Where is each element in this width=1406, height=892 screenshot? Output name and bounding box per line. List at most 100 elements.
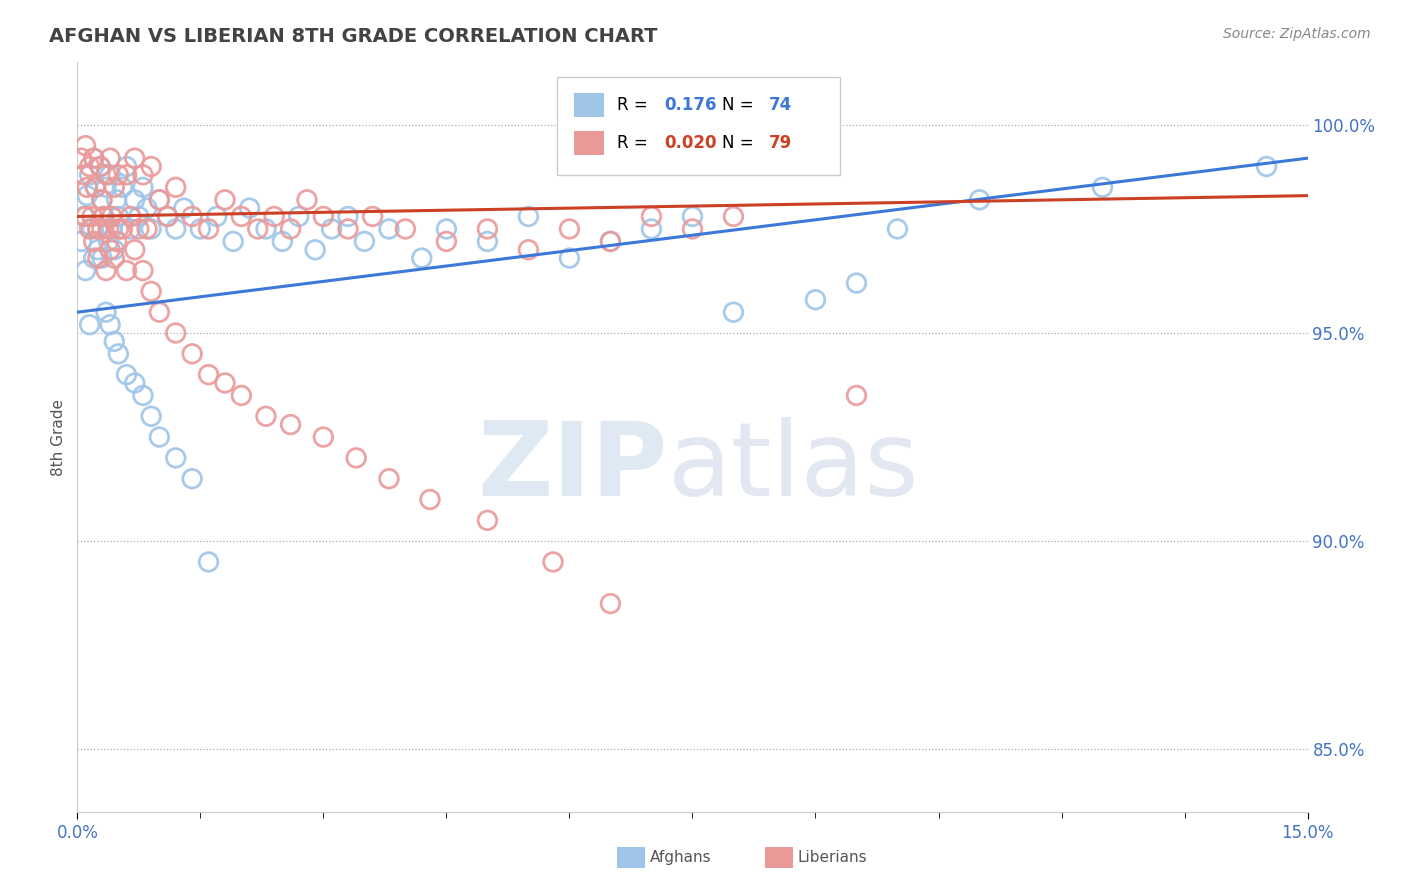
Point xyxy=(98,243,121,257)
Point xyxy=(271,235,294,249)
Point xyxy=(79,168,101,182)
Point xyxy=(723,305,745,319)
Point xyxy=(312,210,335,224)
Point xyxy=(804,293,827,307)
FancyBboxPatch shape xyxy=(575,93,605,117)
Point xyxy=(148,305,170,319)
Point xyxy=(188,222,212,236)
Point xyxy=(83,151,105,165)
Text: R =: R = xyxy=(617,134,654,152)
Point xyxy=(105,193,128,207)
Point xyxy=(120,210,142,224)
Point xyxy=(246,222,269,236)
Text: Liberians: Liberians xyxy=(797,850,868,864)
Text: 79: 79 xyxy=(769,134,792,152)
Point xyxy=(75,263,97,277)
Point xyxy=(97,222,120,236)
Point xyxy=(82,222,104,236)
Point xyxy=(84,180,107,194)
Point xyxy=(87,251,110,265)
Point xyxy=(517,210,540,224)
Point xyxy=(288,210,311,224)
Text: N =: N = xyxy=(723,134,759,152)
Point xyxy=(93,210,115,224)
Point xyxy=(599,235,621,249)
Point xyxy=(353,235,375,249)
Point xyxy=(136,222,159,236)
Point xyxy=(845,388,868,402)
Point xyxy=(214,376,236,390)
Point xyxy=(558,251,581,265)
Point xyxy=(156,210,179,224)
Point xyxy=(378,472,401,486)
FancyBboxPatch shape xyxy=(557,78,841,175)
Point xyxy=(70,235,93,249)
Point xyxy=(477,235,499,249)
Point xyxy=(132,168,155,182)
Text: atlas: atlas xyxy=(668,417,920,517)
Point xyxy=(90,193,114,207)
Point xyxy=(124,151,146,165)
Point xyxy=(344,450,367,465)
Point xyxy=(541,555,564,569)
Point xyxy=(640,222,662,236)
Point xyxy=(98,318,121,332)
Point xyxy=(517,243,540,257)
Point xyxy=(124,193,146,207)
Point xyxy=(120,222,142,236)
Text: AFGHAN VS LIBERIAN 8TH GRADE CORRELATION CHART: AFGHAN VS LIBERIAN 8TH GRADE CORRELATION… xyxy=(49,27,658,45)
Point xyxy=(222,235,245,249)
Point xyxy=(173,201,195,215)
Point xyxy=(107,168,129,182)
Point xyxy=(111,222,134,236)
Point xyxy=(378,222,401,236)
Point xyxy=(79,318,101,332)
Point xyxy=(103,243,125,257)
Point xyxy=(89,160,111,174)
Point xyxy=(254,409,277,424)
Point xyxy=(304,243,326,257)
Point xyxy=(105,235,128,249)
Point xyxy=(165,222,187,236)
Point xyxy=(124,376,146,390)
Point xyxy=(1091,180,1114,194)
Point xyxy=(845,276,868,290)
Text: 0.176: 0.176 xyxy=(664,96,717,114)
Point xyxy=(411,251,433,265)
Point xyxy=(239,201,262,215)
Point xyxy=(558,222,581,236)
Point xyxy=(103,251,125,265)
Point xyxy=(90,222,114,236)
Point xyxy=(231,210,253,224)
Point xyxy=(599,597,621,611)
Point xyxy=(165,450,187,465)
Point xyxy=(136,201,159,215)
Point xyxy=(103,180,125,194)
Point xyxy=(103,334,125,349)
Point xyxy=(132,388,155,402)
Point xyxy=(98,151,121,165)
Point xyxy=(321,222,343,236)
Point xyxy=(98,168,121,182)
Point xyxy=(419,492,441,507)
Point xyxy=(75,210,97,224)
Point xyxy=(94,305,117,319)
Point xyxy=(70,151,93,165)
Point xyxy=(280,417,302,432)
Point xyxy=(75,138,97,153)
Point xyxy=(148,430,170,444)
Point xyxy=(337,222,360,236)
Point xyxy=(181,472,204,486)
Point xyxy=(101,222,124,236)
Text: 74: 74 xyxy=(769,96,792,114)
FancyBboxPatch shape xyxy=(575,130,605,154)
Point xyxy=(141,222,163,236)
Point xyxy=(93,210,115,224)
Point xyxy=(107,210,129,224)
Point xyxy=(141,409,163,424)
Point xyxy=(115,368,138,382)
Point xyxy=(84,180,107,194)
Point xyxy=(124,243,146,257)
Point xyxy=(436,235,458,249)
Point xyxy=(115,168,138,182)
